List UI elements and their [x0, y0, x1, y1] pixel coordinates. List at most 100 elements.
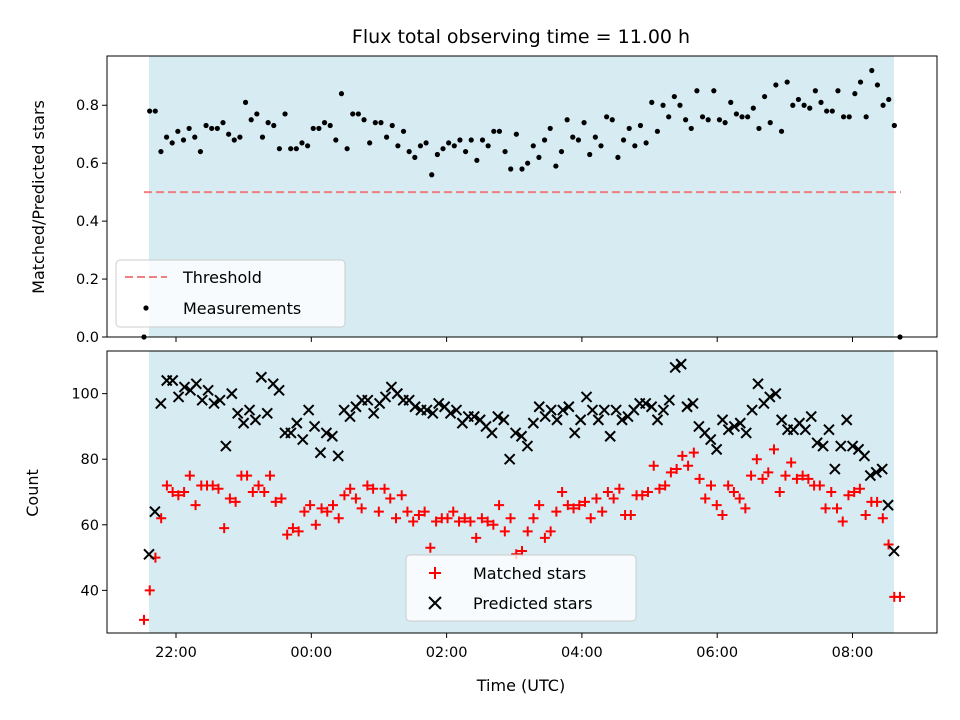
matched-star-point [396, 490, 407, 501]
measurement-point [829, 108, 835, 114]
measurement-point [795, 96, 802, 103]
measurement-point [299, 140, 305, 146]
measurement-point [434, 151, 440, 158]
measurement-point [846, 114, 852, 120]
measurement-point [530, 143, 536, 149]
matched-star-point [688, 447, 699, 458]
count-x-tick-label: 08:00 [832, 645, 874, 661]
measurement-point [214, 125, 220, 132]
ratio-panel: 0.00.20.40.60.8 Matched/Predicted stars … [29, 55, 938, 346]
predicted-star-point [610, 404, 622, 416]
predicted-star-point [421, 404, 433, 416]
measurement-point [265, 120, 271, 126]
count-legend: Matched stars Predicted stars [405, 554, 637, 622]
matched-star-point [362, 480, 373, 491]
ratio-x-axis-ticks [175, 337, 853, 342]
predicted-star-point [722, 423, 735, 436]
count-x-tick-label: 04:00 [561, 645, 603, 661]
measurement-point [412, 154, 418, 160]
predicted-star-point [669, 361, 681, 374]
measurement-point [271, 122, 277, 129]
ratio-y-tick-label: 0.8 [76, 98, 99, 114]
matched-star-point [723, 480, 734, 491]
measurement-point [886, 96, 892, 103]
matched-star-point [757, 473, 768, 484]
matched-star-point [597, 506, 608, 517]
predicted-star-point [503, 453, 516, 465]
measurement-point [564, 117, 570, 123]
matched-star-point [419, 506, 430, 517]
measurement-point [372, 120, 378, 126]
predicted-star-point [379, 391, 392, 403]
matched-star-point [167, 487, 178, 497]
predicted-star-point [214, 394, 226, 406]
predicted-star-point [308, 420, 321, 433]
measurement-point [558, 148, 565, 155]
measurement-point [305, 143, 311, 149]
measurements-series [141, 67, 903, 340]
predicted-star-point [858, 450, 871, 462]
matched-star-point [625, 509, 636, 520]
measurement-point [237, 134, 243, 140]
matched-stars-series [139, 444, 905, 625]
measurement-point [592, 134, 598, 140]
matched-stars-legend-label: Matched stars [473, 564, 586, 583]
matched-star-point [333, 513, 344, 524]
matched-star-point [316, 503, 327, 514]
measurement-point [666, 114, 672, 120]
matched-star-point [442, 513, 453, 524]
measurement-point [722, 120, 728, 126]
matched-star-point [557, 487, 568, 497]
matched-star-point [207, 480, 218, 491]
measurement-point [361, 117, 367, 123]
count-plot-frame [106, 350, 938, 634]
predicted-star-point [569, 427, 581, 439]
predicted-star-point [149, 505, 161, 518]
matched-star-point [797, 470, 808, 481]
measurement-point [728, 99, 734, 105]
predicted-star-point [433, 397, 445, 410]
matched-star-point [373, 506, 384, 517]
predicted-stars-legend-marker [428, 596, 442, 610]
matched-star-point [872, 496, 883, 507]
measurement-point [581, 120, 587, 126]
predicted-star-point [734, 417, 746, 429]
matched-stars-legend-marker [429, 567, 441, 579]
matched-star-point [648, 460, 659, 471]
matched-star-point [843, 490, 854, 501]
predicted-star-point [178, 381, 191, 393]
matched-star-point [459, 513, 470, 524]
measurement-point [694, 88, 700, 94]
ratio-y-axis-label: Matched/Predicted stars [29, 100, 48, 294]
measurement-point [807, 105, 813, 111]
predicted-star-point [314, 446, 327, 459]
measurement-point [502, 148, 508, 155]
measurement-point [575, 137, 582, 143]
measurement-point [310, 125, 316, 132]
predicted-star-point [728, 420, 741, 433]
measurement-point [852, 91, 858, 97]
predicted-star-point [746, 404, 758, 416]
ratio-y-tick-label: 0.0 [76, 330, 99, 346]
matched-star-point [814, 480, 825, 491]
predicted-star-point [498, 414, 510, 426]
measurement-point [344, 146, 350, 152]
measurement-point [818, 99, 824, 105]
measurements-legend-label: Measurements [183, 299, 301, 318]
predicted-star-point [805, 410, 817, 423]
measurement-point [570, 134, 576, 140]
count-panel: 40 60 80 100 22:00 00:00 02:00 04:00 06:00 08:00… [23, 350, 938, 695]
matched-star-point [832, 503, 842, 514]
predicted-star-point [563, 401, 575, 413]
measurement-point [778, 128, 785, 134]
predicted-star-point [770, 387, 782, 400]
predicted-star-point [509, 427, 522, 439]
predicted-star-point [155, 397, 167, 410]
predicted-star-point [687, 397, 699, 410]
matched-star-point [877, 513, 888, 524]
measurement-point [209, 125, 215, 132]
matched-star-point [568, 503, 579, 514]
measurement-point [367, 140, 373, 146]
matched-star-point [665, 467, 676, 478]
measurement-point [604, 114, 610, 120]
